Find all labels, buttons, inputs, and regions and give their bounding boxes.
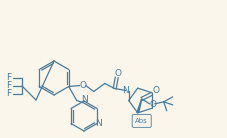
Text: O: O: [149, 100, 156, 109]
Text: N: N: [81, 95, 87, 104]
Text: N: N: [122, 86, 129, 95]
Text: Abs: Abs: [135, 118, 148, 124]
Text: O: O: [114, 69, 121, 78]
Text: F: F: [6, 90, 12, 99]
Polygon shape: [136, 99, 143, 113]
FancyBboxPatch shape: [132, 114, 151, 127]
Text: F: F: [6, 82, 12, 91]
Text: F: F: [6, 74, 12, 83]
Text: O: O: [79, 81, 86, 90]
Text: N: N: [96, 119, 102, 128]
Text: O: O: [152, 86, 159, 95]
